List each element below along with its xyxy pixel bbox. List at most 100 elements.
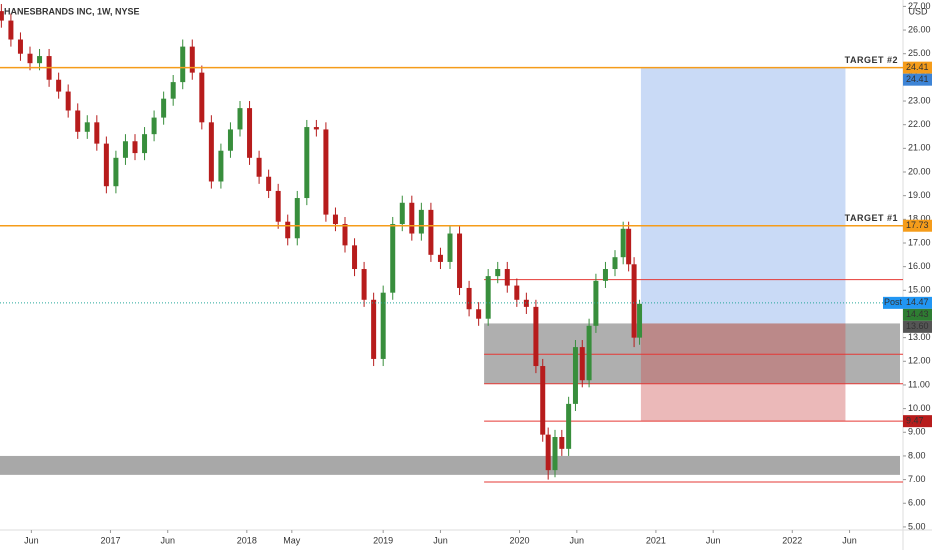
x-tick-label: Jun — [842, 535, 857, 545]
candle-body — [189, 46, 195, 73]
post-tag-box — [883, 296, 903, 309]
y-tick-label: 27.00 — [908, 1, 931, 11]
candle-body — [399, 202, 405, 225]
candle-body — [545, 434, 551, 471]
candle-body — [122, 141, 128, 158]
x-tick-label: Jun — [24, 535, 39, 545]
x-tick-label: 2019 — [373, 535, 393, 545]
price-label: 24.41 — [906, 62, 929, 72]
price-label: 17.73 — [906, 220, 929, 230]
y-tick-label: 22.00 — [908, 119, 931, 129]
currency: USD — [908, 6, 928, 16]
candle-body — [285, 221, 291, 239]
candle-body — [593, 280, 599, 326]
candle-body — [37, 56, 43, 64]
candle-body — [409, 202, 415, 234]
y-tick-label: 7.00 — [908, 474, 926, 484]
candle-body — [199, 72, 205, 123]
price-label-box — [903, 296, 932, 309]
y-tick-label: 21.00 — [908, 143, 931, 153]
target-label: TARGET #1 — [845, 213, 898, 223]
y-tick-label: 25.00 — [908, 48, 931, 58]
candle-body — [113, 157, 119, 187]
price-label: 13.60 — [906, 321, 929, 331]
x-tick-label: Jun — [433, 535, 448, 545]
x-tick-label: 2018 — [237, 535, 257, 545]
price-label-box — [903, 308, 932, 321]
candle-body — [294, 198, 300, 239]
candle-body — [390, 224, 396, 293]
candle-body — [631, 264, 637, 338]
x-tick-label: Jun — [570, 535, 585, 545]
price-label-box — [903, 61, 932, 74]
candle-body — [380, 292, 386, 359]
candle-body — [256, 157, 262, 177]
candle-body — [170, 82, 176, 99]
candle-body — [447, 233, 453, 262]
price-label: 14.43 — [906, 309, 929, 319]
candle-body — [132, 141, 138, 154]
candle-body — [559, 437, 565, 449]
candle-body — [275, 190, 281, 222]
price-label-box — [903, 415, 932, 428]
x-tick-label: 2021 — [646, 535, 666, 545]
y-tick-label: 19.00 — [908, 190, 931, 200]
y-tick-label: 23.00 — [908, 95, 931, 105]
price-label-box — [903, 320, 932, 333]
candle-body — [514, 285, 520, 300]
candle-body — [142, 134, 148, 154]
y-tick-label: 20.00 — [908, 166, 931, 176]
candle-body — [65, 91, 71, 111]
candle-body — [361, 269, 367, 300]
candle-body — [0, 11, 4, 21]
x-tick-label: 2022 — [782, 535, 802, 545]
candle-body — [540, 366, 546, 435]
y-tick-label: 9.00 — [908, 427, 926, 437]
zone — [484, 323, 900, 384]
candle-body — [495, 269, 501, 277]
candle-body — [17, 39, 23, 54]
candle-body — [161, 98, 167, 118]
candle-body — [637, 303, 643, 338]
candle-body — [586, 325, 592, 381]
candle-body — [572, 347, 578, 404]
candle-body — [266, 176, 272, 191]
candle-body — [84, 122, 90, 132]
candle-body — [626, 228, 632, 265]
candle-body — [8, 20, 14, 40]
candle-body — [218, 150, 224, 182]
price-label-box — [903, 219, 932, 232]
candle-body — [620, 228, 626, 258]
candle-body — [418, 209, 424, 234]
candle-body — [237, 108, 243, 130]
y-tick-label: 15.00 — [908, 285, 931, 295]
candle-body — [602, 269, 608, 281]
candle-body — [612, 257, 618, 270]
candle-body — [476, 309, 482, 319]
y-tick-label: 10.00 — [908, 403, 931, 413]
y-tick-label: 26.00 — [908, 24, 931, 34]
candle-body — [485, 276, 491, 319]
y-tick-label: 16.00 — [908, 261, 931, 271]
candle-body — [304, 127, 310, 199]
candle-body — [523, 299, 529, 307]
y-tick-label: 11.00 — [908, 379, 930, 389]
candle-body — [313, 127, 319, 130]
candle-body — [227, 129, 233, 151]
post-tag: Post — [884, 297, 903, 307]
y-tick-label: 6.00 — [908, 498, 926, 508]
price-label-box — [903, 73, 932, 86]
x-tick-label: 2020 — [510, 535, 530, 545]
candle-body — [75, 110, 81, 132]
candle-body — [466, 287, 472, 310]
candle-body — [342, 224, 348, 246]
candle-body — [552, 437, 558, 471]
candle-body — [332, 214, 338, 225]
candle-body — [457, 233, 463, 288]
candle-body — [579, 347, 585, 381]
candle-body — [180, 46, 186, 83]
candle-body — [56, 79, 62, 92]
candle-body — [103, 143, 109, 187]
y-tick-label: 5.00 — [908, 521, 926, 531]
